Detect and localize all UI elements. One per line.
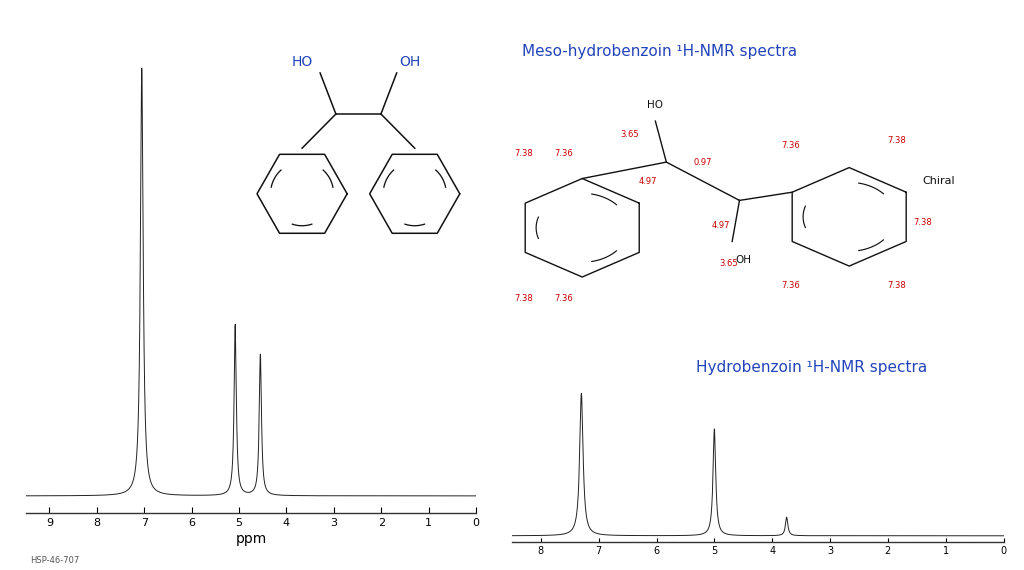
Text: 7.38: 7.38	[888, 136, 906, 145]
Text: 7.36: 7.36	[555, 149, 573, 158]
Text: 7.38: 7.38	[888, 281, 906, 290]
Text: 3.65: 3.65	[719, 259, 738, 268]
Text: 7.38: 7.38	[514, 149, 534, 158]
Text: 4.97: 4.97	[712, 221, 730, 230]
Text: 3.65: 3.65	[621, 131, 639, 139]
Text: OH: OH	[735, 255, 752, 265]
Text: 0.97: 0.97	[693, 158, 712, 166]
Text: Meso-hydrobenzoin ¹H-NMR spectra: Meso-hydrobenzoin ¹H-NMR spectra	[522, 44, 798, 59]
Text: HO: HO	[292, 55, 312, 68]
Text: Hydrobenzoin ¹H-NMR spectra: Hydrobenzoin ¹H-NMR spectra	[696, 360, 928, 375]
Text: HSP-46-707: HSP-46-707	[30, 556, 79, 565]
Text: Chiral: Chiral	[923, 176, 955, 186]
Text: HO: HO	[647, 100, 664, 110]
Text: 7.38: 7.38	[913, 218, 932, 227]
Text: 7.36: 7.36	[555, 295, 573, 303]
Text: 7.36: 7.36	[781, 281, 800, 290]
Text: 7.38: 7.38	[514, 295, 534, 303]
X-axis label: ppm: ppm	[236, 532, 266, 546]
Text: OH: OH	[399, 55, 421, 68]
Text: 4.97: 4.97	[639, 177, 657, 186]
Text: 7.36: 7.36	[781, 141, 800, 150]
